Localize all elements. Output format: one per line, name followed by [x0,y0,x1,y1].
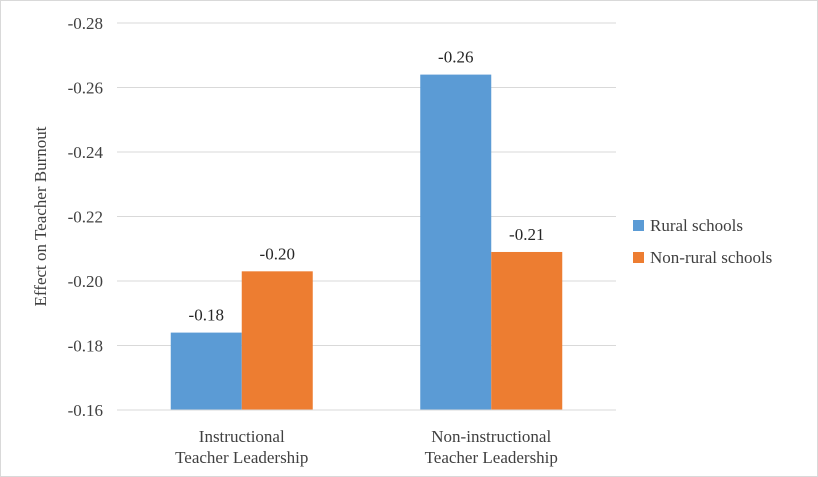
y-axis-title: Effect on Teacher Burnout [31,126,50,306]
data-label: -0.20 [260,244,295,263]
data-label: -0.21 [509,225,544,244]
y-tick-label: -0.28 [68,14,103,33]
y-tick-label: -0.26 [68,79,103,98]
y-tick-label: -0.20 [68,272,103,291]
y-tick-label: -0.16 [68,401,103,420]
legend-swatch [633,252,644,263]
bars [170,74,563,410]
x-category-label: Non-instructional Teacher Leadership [425,427,558,467]
legend-label: Non-rural schools [650,248,772,267]
legend-swatch [633,220,644,231]
bar-non-rural-2 [491,251,563,410]
y-tick-label: -0.24 [68,143,104,162]
x-category-label: Instructional Teacher Leadership [175,427,308,467]
axes: -0.28 -0.26 -0.24 -0.22 -0.20 -0.18 -0.16 Instr… [31,14,616,467]
bar-rural-1 [170,332,242,410]
bar-non-rural-1 [241,271,313,410]
y-tick-label: -0.22 [68,208,103,227]
legend: Rural schools Non-rural schools [633,216,772,267]
data-labels: -0.18 -0.26 -0.20 -0.21 [189,48,545,325]
data-label: -0.26 [438,48,473,67]
bar-rural-2 [420,74,492,410]
y-tick-label: -0.18 [68,337,103,356]
legend-label: Rural schools [650,216,743,235]
data-label: -0.18 [189,306,224,325]
